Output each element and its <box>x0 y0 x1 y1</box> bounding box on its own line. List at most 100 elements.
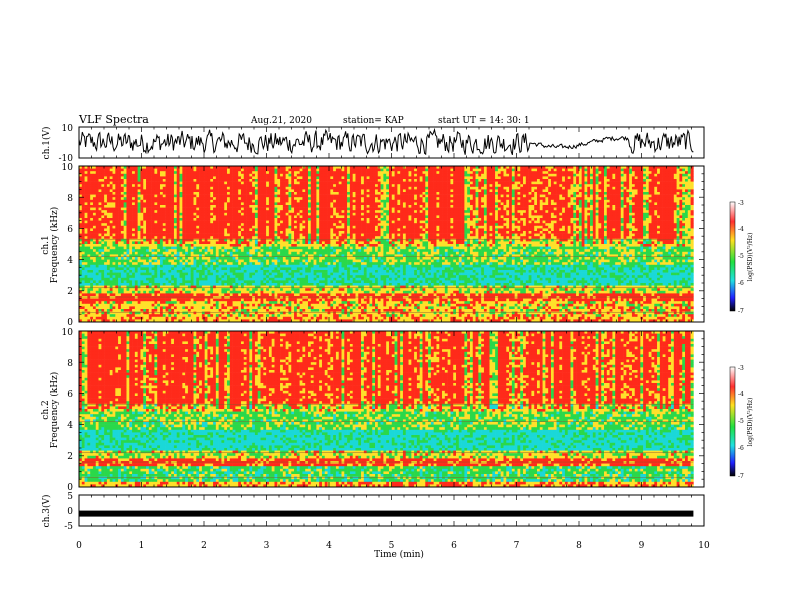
spectrogram-cell <box>93 184 96 187</box>
spectrogram-cell <box>319 197 322 200</box>
spectrogram-cell <box>171 221 174 224</box>
spectrogram-cell <box>649 171 652 174</box>
spectrogram-cell <box>381 179 384 182</box>
spectrogram-cell <box>358 205 361 208</box>
spectrogram-cell <box>562 213 565 216</box>
spectrogram-cell <box>476 187 479 190</box>
spectrogram-cell <box>691 218 694 221</box>
spectrogram-cell <box>146 195 149 198</box>
spectrogram-cell <box>517 192 520 195</box>
spectrogram-cell <box>503 205 506 208</box>
spectrogram-cell <box>509 218 512 221</box>
spectrogram-cell <box>677 187 680 190</box>
spectrogram-cell <box>174 184 177 187</box>
spectrogram-cell <box>216 215 219 218</box>
spectrogram-cell <box>263 184 266 187</box>
spectrogram-cell <box>651 192 654 195</box>
spectrogram-cell <box>593 184 596 187</box>
spectrogram-cell <box>168 208 171 211</box>
spectrogram-cell <box>124 197 127 200</box>
spectrogram-cell <box>448 197 451 200</box>
spectrogram-cell <box>297 195 300 198</box>
spectrogram-cell <box>520 200 523 203</box>
spectrogram-cell <box>205 184 208 187</box>
spectrogram-cell <box>643 192 646 195</box>
spectrogram-cell <box>584 200 587 203</box>
spectrogram-cell <box>646 182 649 185</box>
spectrogram-cell <box>403 221 406 224</box>
spectrogram-cell <box>174 202 177 205</box>
spectrogram-cell <box>531 171 534 174</box>
spectrogram-cell <box>207 187 210 190</box>
spectrogram-cell <box>96 195 99 198</box>
spectrogram-cell <box>626 176 629 179</box>
spectrogram-cell <box>540 218 543 221</box>
spectrogram-cell <box>691 187 694 190</box>
spectrogram-cell <box>157 174 160 177</box>
spectrogram-cell <box>364 182 367 185</box>
spectrogram-cell <box>87 200 90 203</box>
spectrogram-cell <box>99 210 102 213</box>
spectrogram-cell <box>319 221 322 224</box>
spectrogram-cell <box>143 208 146 211</box>
spectrogram-cell <box>671 169 674 172</box>
spectrogram-cell <box>643 202 646 205</box>
spectrogram-cell <box>543 202 546 205</box>
spectrogram-cell <box>118 210 121 213</box>
spectrogram-cell <box>224 213 227 216</box>
spectrogram-cell <box>238 205 241 208</box>
spectrogram-cell <box>202 176 205 179</box>
spectrogram-cell <box>339 213 342 216</box>
spectrogram-cell <box>615 174 618 177</box>
spectrogram-cell <box>93 223 96 226</box>
spectrogram-cell <box>582 208 585 211</box>
spectrogram-cell <box>688 189 691 192</box>
spectrogram-cell <box>431 171 434 174</box>
spectrogram-cell <box>157 208 160 211</box>
spectrogram-cell <box>302 215 305 218</box>
spectrogram-cell <box>247 202 250 205</box>
spectrogram-cell <box>364 215 367 218</box>
spectrogram-cell <box>319 213 322 216</box>
spectrogram-cell <box>414 218 417 221</box>
spectrogram-cell <box>244 218 247 221</box>
spectrogram-cell <box>163 215 166 218</box>
spectrogram-cell <box>263 197 266 200</box>
spectrogram-cell <box>434 210 437 213</box>
spectrogram-cell <box>241 176 244 179</box>
spectrogram-cell <box>481 218 484 221</box>
spectrogram-cell <box>481 171 484 174</box>
spectrogram-cell <box>350 174 353 177</box>
spectrogram-cell <box>163 182 166 185</box>
spectrogram-cell <box>235 179 238 182</box>
spectrogram-cell <box>517 218 520 221</box>
spectrogram-cell <box>372 202 375 205</box>
spectrogram-cell <box>601 218 604 221</box>
spectrogram-cell <box>154 200 157 203</box>
spectrogram-cell <box>562 215 565 218</box>
spectrogram-cell <box>135 223 138 226</box>
spectrogram-cell <box>682 189 685 192</box>
spectrogram-cell <box>244 208 247 211</box>
spectrogram-cell <box>333 184 336 187</box>
spectrogram-cell <box>456 202 459 205</box>
spectrogram-cell <box>411 192 414 195</box>
spectrogram-cell <box>615 184 618 187</box>
spectrogram-cell <box>191 195 194 198</box>
spectrogram-cell <box>411 213 414 216</box>
spectrogram-cell <box>649 182 652 185</box>
spectrogram-cell <box>238 179 241 182</box>
spectrogram-cell <box>191 213 194 216</box>
spectrogram-cell <box>294 218 297 221</box>
spectrogram-cell <box>221 179 224 182</box>
spectrogram-cell <box>263 200 266 203</box>
spectrogram-cell <box>473 202 476 205</box>
spectrogram-cell <box>168 223 171 226</box>
spectrogram-cell <box>249 174 252 177</box>
spectrogram-cell <box>205 187 208 190</box>
spectrogram-cell <box>450 187 453 190</box>
spectrogram-cell <box>369 187 372 190</box>
spectrogram-cell <box>283 218 286 221</box>
spectrogram-cell <box>537 192 540 195</box>
spectrogram-cell <box>227 208 230 211</box>
